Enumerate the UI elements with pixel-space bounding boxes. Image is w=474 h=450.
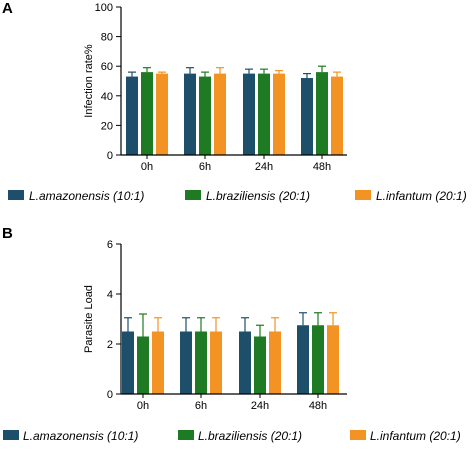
bar xyxy=(184,73,196,155)
bar xyxy=(269,331,281,394)
y-axis-title: Infection rate% xyxy=(83,44,95,118)
panel-label-a: A xyxy=(2,0,13,17)
legend-label: L.amazonensis (10:1) xyxy=(23,429,138,443)
infection-rate-chart: Infection rate% 0 20 40 60 80 100 0h 6h 24h 48h L.a… xyxy=(8,2,467,203)
bar xyxy=(331,76,343,155)
legend-label: L.infantum (20:1) xyxy=(376,189,467,203)
legend-label: L.amazonensis (10:1) xyxy=(29,189,144,203)
legend-label: L.braziliensis (20:1) xyxy=(198,429,302,443)
legend-swatch xyxy=(178,430,194,440)
bar xyxy=(258,73,270,155)
y-tick-label: 20 xyxy=(101,120,113,132)
legend-swatch xyxy=(8,190,24,200)
legend-swatch xyxy=(3,430,19,440)
x-tick-label: 24h xyxy=(251,400,269,412)
bar xyxy=(152,331,164,394)
x-tick-label: 0h xyxy=(141,161,153,173)
y-tick-label: 4 xyxy=(107,289,113,301)
bar xyxy=(327,325,339,394)
bar xyxy=(156,73,168,155)
x-tick-label: 6h xyxy=(199,161,211,173)
x-tick-label: 24h xyxy=(255,161,273,173)
bar xyxy=(126,76,138,155)
bar xyxy=(180,331,192,394)
bar xyxy=(301,78,313,155)
legend-swatch xyxy=(355,190,371,200)
y-tick-label: 80 xyxy=(101,32,113,44)
panel-label-b: B xyxy=(2,225,13,242)
bar xyxy=(141,72,153,155)
bar xyxy=(122,331,134,394)
x-tick-label: 48h xyxy=(309,400,327,412)
bar xyxy=(210,331,222,394)
y-tick-label: 0 xyxy=(107,150,113,162)
x-tick-label: 6h xyxy=(195,400,207,412)
y-tick-label: 100 xyxy=(95,2,113,14)
legend-swatch xyxy=(185,190,201,200)
bar xyxy=(214,73,226,155)
y-tick-label: 2 xyxy=(107,339,113,351)
bar xyxy=(137,336,149,394)
legend-label: L.braziliensis (20:1) xyxy=(206,189,310,203)
bar xyxy=(254,336,266,394)
bar xyxy=(195,331,207,394)
parasite-load-chart: Parasite Load 0 2 4 6 0h 6h 24h 48h L.amazonensis… xyxy=(3,239,461,443)
y-tick-label: 6 xyxy=(107,239,113,251)
y-axis-title: Parasite Load xyxy=(83,285,95,353)
bar xyxy=(273,73,285,155)
bar xyxy=(297,325,309,394)
y-tick-label: 0 xyxy=(107,389,113,401)
bar xyxy=(243,73,255,155)
legend-swatch xyxy=(350,430,366,440)
x-tick-label: 0h xyxy=(137,400,149,412)
bar xyxy=(239,331,251,394)
bar xyxy=(316,72,328,155)
y-tick-label: 40 xyxy=(101,91,113,103)
legend-label: L.infantum (20:1) xyxy=(370,429,461,443)
bar xyxy=(312,325,324,394)
y-tick-label: 60 xyxy=(101,61,113,73)
bar xyxy=(199,76,211,155)
x-tick-label: 48h xyxy=(313,161,331,173)
